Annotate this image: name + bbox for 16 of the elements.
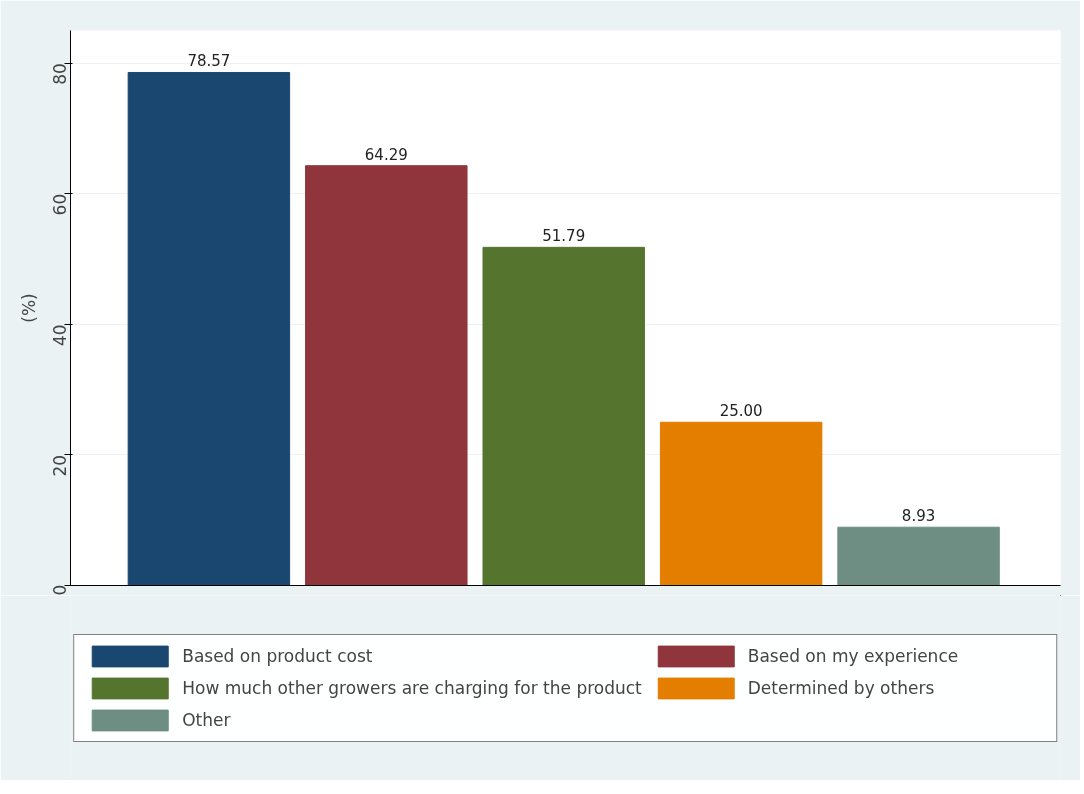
legend-label: Determined by others — [747, 677, 936, 698]
y-tick-label: 80 — [50, 63, 70, 85]
legend-label: How much other growers are charging for the product — [182, 677, 642, 698]
legend-label: Based on my experience — [747, 645, 960, 666]
legend-label: Based on product cost — [182, 645, 374, 666]
y-tick-label: 20 — [50, 454, 70, 477]
y-axis-title: (%) — [18, 293, 39, 323]
legend-label: Other — [182, 709, 232, 730]
data-label: 64.29 — [364, 145, 408, 164]
data-label: 8.93 — [901, 507, 936, 526]
data-label: 51.79 — [542, 227, 586, 246]
y-tick-label: 0 — [50, 584, 70, 596]
y-tick-label: 60 — [50, 193, 70, 216]
data-label: 78.57 — [187, 52, 231, 71]
y-tick-label: 40 — [50, 324, 70, 346]
data-label: 25.00 — [719, 402, 763, 421]
